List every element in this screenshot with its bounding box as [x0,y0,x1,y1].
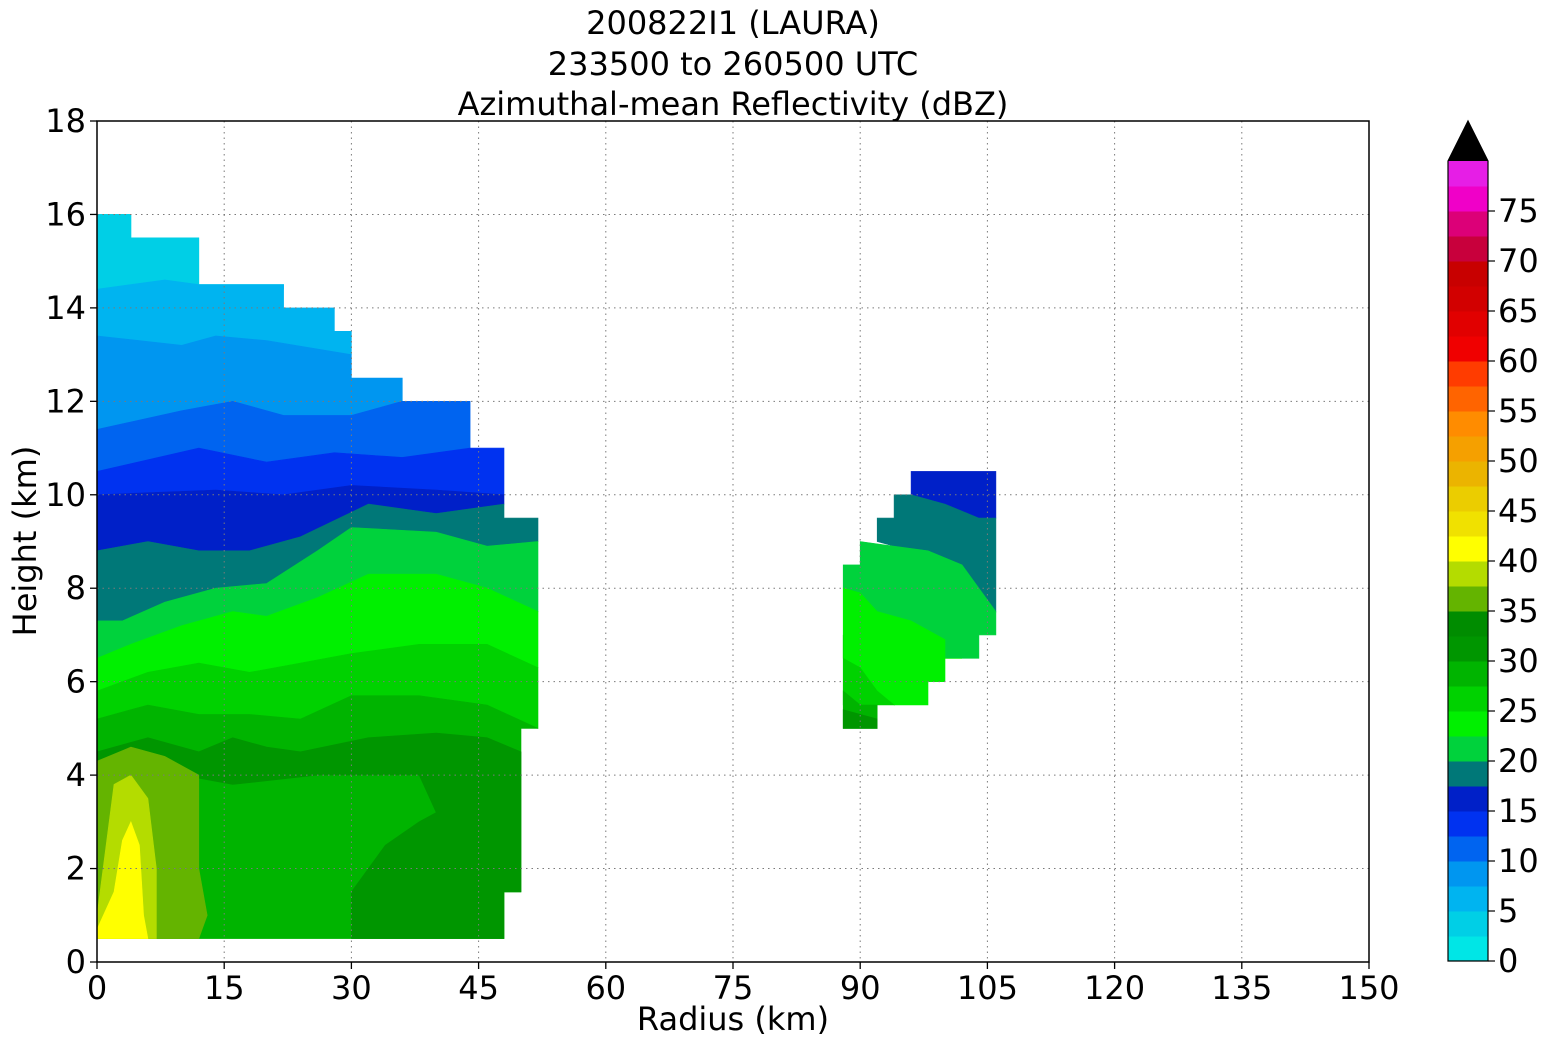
colorbar-swatch [1448,911,1488,937]
colorbar-swatch [1448,161,1488,187]
colorbar-swatch [1448,186,1488,212]
x-tick-label: 45 [458,969,499,1007]
colorbar-extend-arrow [1448,121,1488,161]
x-tick-label: 60 [585,969,626,1007]
colorbar-outline [1447,119,1489,962]
contour-region-core-30 [96,732,522,939]
colorbar-swatch [1448,536,1488,562]
colorbar-swatch [1448,936,1488,962]
colorbar-tick-label: 70 [1498,242,1539,280]
colorbar-swatch [1448,361,1488,387]
colorbar-tick-label: 0 [1498,942,1518,980]
chart-title-line-2: 233500 to 260500 UTC [548,45,918,83]
colorbar-tick-label: 20 [1498,742,1539,780]
x-tick-label: 75 [713,969,754,1007]
colorbar-tick-label: 50 [1498,442,1539,480]
colorbar-tick-label: 15 [1498,792,1539,830]
colorbar-swatch [1448,461,1488,487]
colorbar-tick-label: 60 [1498,342,1539,380]
x-tick-label: 150 [1338,969,1399,1007]
y-tick-label: 0 [66,943,86,981]
y-tick-label: 6 [66,663,86,701]
colorbar-tick-label: 55 [1498,392,1539,430]
colorbar-swatch [1448,386,1488,412]
y-tick-label: 10 [45,476,86,514]
chart-title-line-1: 200822I1 (LAURA) [586,4,880,42]
chart-title-line-3: Azimuthal-mean Reflectivity (dBZ) [458,85,1009,123]
contour-region-outer-30 [842,709,878,729]
y-tick-label: 8 [66,569,86,607]
colorbar: 0 5 10 15 20 25 30 35 40 45 50 55 60 65 70 75 [1447,119,1539,980]
colorbar-tick-label: 10 [1498,842,1539,880]
colorbar-swatch [1448,486,1488,512]
colorbar-swatch [1448,311,1488,337]
colorbar-swatch [1448,886,1488,912]
x-tick-label: 120 [1084,969,1145,1007]
colorbar-tick-label: 45 [1498,492,1539,530]
x-tick-label: 0 [87,969,107,1007]
colorbar-swatch [1448,511,1488,537]
y-tick-label: 16 [45,195,86,233]
x-tick-label: 105 [957,969,1018,1007]
colorbar-swatch [1448,711,1488,737]
colorbar-tick-label: 40 [1498,542,1539,580]
colorbar-swatch [1448,686,1488,712]
colorbar-swatch [1448,811,1488,837]
y-tick-label: 18 [45,102,86,140]
colorbar-tick-label: 25 [1498,692,1539,730]
colorbar-swatch [1448,636,1488,662]
y-tick-label: 12 [45,382,86,420]
colorbar-swatch [1448,561,1488,587]
colorbar-swatch [1448,586,1488,612]
y-axis-label: Height (km) [6,446,44,637]
y-tick-label: 14 [45,289,86,327]
x-tick-label: 15 [204,969,245,1007]
colorbar-tick-label: 75 [1498,192,1539,230]
colorbar-swatch [1448,861,1488,887]
colorbar-swatch [1448,286,1488,312]
x-tick-label: 90 [840,969,881,1007]
colorbar-swatch [1448,761,1488,787]
x-axis-label: Radius (km) [637,1000,829,1038]
colorbar-swatch [1448,436,1488,462]
colorbar-tick-label: 5 [1498,892,1518,930]
x-tick-label: 30 [331,969,372,1007]
plot-area: 0 15 30 45 60 75 90 105 120 135 150 0 2 4 6 8 10 12 14 16 1… [45,102,1399,1007]
colorbar-swatch [1448,736,1488,762]
colorbar-swatch [1448,786,1488,812]
colorbar-tick-label: 65 [1498,292,1539,330]
x-tick-label: 135 [1211,969,1272,1007]
colorbar-tick-label: 30 [1498,642,1539,680]
colorbar-tick-label: 35 [1498,592,1539,630]
colorbar-swatch [1448,261,1488,287]
colorbar-swatch [1448,211,1488,237]
colorbar-swatch [1448,611,1488,637]
reflectivity-contours [96,214,997,939]
colorbar-swatch [1448,836,1488,862]
contour-region-core-37.5 [96,821,149,939]
y-tick-label: 2 [66,850,86,888]
colorbar-swatch [1448,336,1488,362]
y-tick-label: 4 [66,756,86,794]
colorbar-swatch [1448,411,1488,437]
colorbar-swatch [1448,236,1488,262]
y-axis-ticks: 0 2 4 6 8 10 12 14 16 18 [45,102,97,981]
x-axis-ticks: 0 15 30 45 60 75 90 105 120 135 150 [87,962,1400,1007]
colorbar-swatch [1448,661,1488,687]
